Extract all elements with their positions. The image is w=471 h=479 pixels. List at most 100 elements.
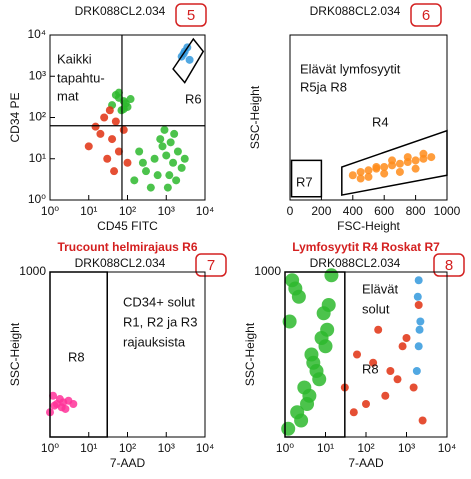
event-point (411, 164, 420, 173)
event-point (158, 142, 167, 151)
x-tick-label: 200 (311, 204, 331, 218)
badge: 6 (422, 7, 430, 24)
badge: 8 (445, 257, 453, 274)
x-tick-label: 10³ (158, 204, 175, 218)
panel-title: DRK088CL2.034 (310, 4, 401, 18)
event-point (61, 404, 70, 413)
x-axis-label: 7-AAD (348, 456, 384, 470)
badge-box (410, 3, 442, 27)
y-tick-label: 10⁴ (27, 27, 46, 41)
x-tick-label: 400 (343, 204, 363, 218)
x-tick-label: 10³ (158, 441, 175, 455)
event-point (123, 158, 132, 167)
event-point (411, 156, 420, 165)
x-tick-label: 10⁰ (41, 441, 59, 455)
event-point (348, 171, 357, 180)
annotation: R1, R2 ja R3 (123, 314, 197, 329)
event-point (349, 408, 358, 417)
event-point (414, 342, 423, 351)
x-tick-label: 10⁴ (196, 441, 215, 455)
y-axis-label: SSC-Height (243, 322, 257, 386)
event-point (119, 125, 128, 134)
event-point (380, 169, 389, 178)
x-tick-label: 10² (119, 441, 136, 455)
event-point (180, 154, 189, 163)
annotation: R5ja R8 (300, 79, 347, 94)
event-point (135, 147, 144, 156)
y-tick-label: 10² (29, 110, 46, 124)
event-point (388, 156, 397, 165)
y-tick-label: 1000 (19, 264, 46, 278)
event-point (170, 129, 179, 138)
event-point (362, 400, 370, 408)
event-point (100, 113, 109, 122)
event-point (177, 163, 186, 172)
event-point (386, 367, 395, 375)
annotation: R8 (362, 361, 379, 376)
annotation: R7 (296, 174, 313, 189)
panel-title: DRK088CL2.034 (75, 4, 166, 18)
annotation: tapahtu- (57, 70, 105, 85)
event-point (409, 383, 418, 392)
x-tick-label: 10² (119, 204, 136, 218)
event-point (395, 167, 404, 176)
event-point (312, 372, 327, 387)
event-point (288, 281, 303, 296)
event-point (146, 183, 155, 192)
panel-heading: Trucount helmirajaus R6 (57, 240, 197, 254)
event-point (130, 176, 139, 185)
x-tick-label: 10³ (398, 441, 415, 455)
event-point (372, 163, 381, 171)
event-point (353, 350, 362, 359)
panel-heading: Lymfosyytit R4 Roskat R7 (292, 240, 440, 254)
plot-frame (289, 34, 448, 201)
x-tick-label: 600 (374, 204, 394, 218)
badge: 7 (207, 257, 215, 274)
x-axis-label: FSC-Height (337, 219, 400, 233)
event-point (427, 153, 436, 162)
event-point (398, 342, 407, 351)
event-point (364, 172, 373, 181)
event-point (150, 154, 159, 163)
event-point (380, 163, 389, 171)
event-point (403, 153, 412, 162)
event-point (111, 117, 120, 126)
annotation: R6 (185, 91, 202, 106)
x-tick-label: 800 (406, 204, 426, 218)
event-point (91, 122, 100, 131)
badge-box (175, 3, 207, 27)
annotation: Elävät lymfosyytit (300, 61, 401, 76)
x-tick-label: 10⁰ (276, 441, 294, 455)
annotation: R8 (68, 349, 85, 364)
badge-box (433, 253, 465, 277)
event-point (160, 125, 169, 134)
y-tick-label: 10⁰ (28, 192, 46, 206)
event-point (163, 183, 172, 192)
event-point (300, 397, 315, 411)
x-axis-label: 7-AAD (110, 456, 146, 470)
x-tick-label: 1000 (434, 204, 461, 218)
event-point (416, 317, 425, 326)
x-tick-label: 10¹ (80, 204, 97, 218)
badge: 5 (187, 7, 195, 24)
event-point (105, 106, 114, 115)
event-point (119, 105, 128, 114)
gate (172, 37, 205, 84)
annotation: Elävät (362, 281, 399, 296)
event-point (393, 375, 402, 384)
event-point (185, 55, 194, 64)
x-tick-label: 10⁰ (41, 204, 59, 218)
event-point (114, 147, 123, 156)
event-point (294, 413, 309, 428)
event-point (414, 276, 423, 285)
gate (290, 159, 323, 198)
event-point (141, 167, 150, 176)
y-axis-label: SSC-Height (248, 85, 262, 149)
event-point (320, 322, 335, 337)
event-point (110, 167, 119, 176)
y-tick-label: 1000 (254, 264, 281, 278)
annotation: mat (57, 88, 79, 103)
event-point (369, 358, 378, 367)
event-point (318, 339, 333, 354)
